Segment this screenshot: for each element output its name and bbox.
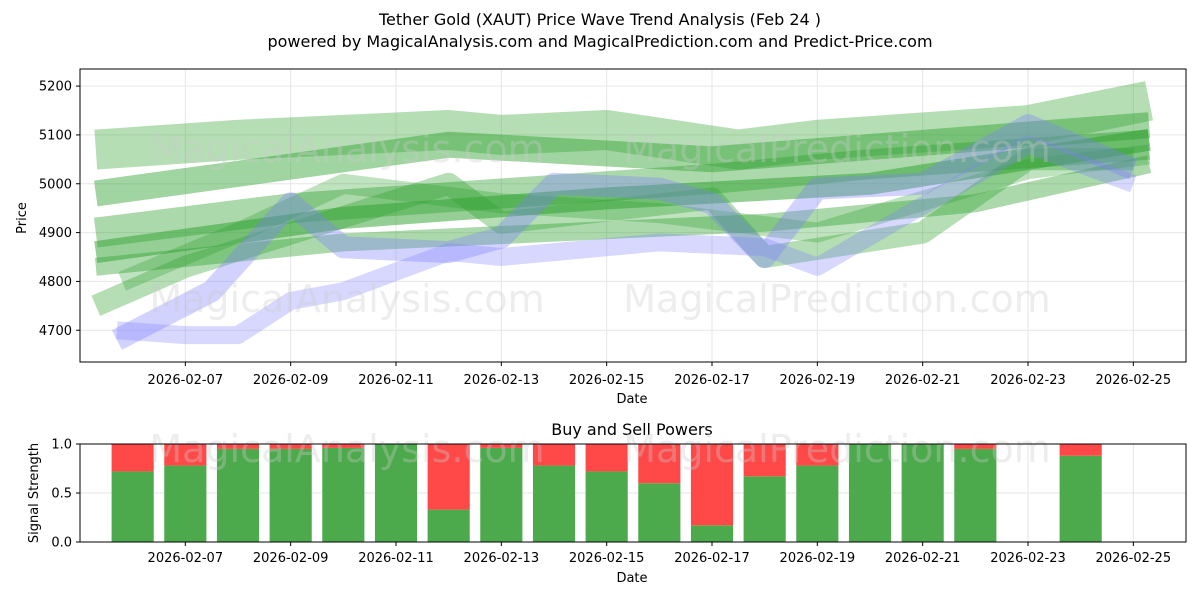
price-x-ticks: 2026-02-07 2026-02-09 2026-02-11 2026-02-13… — [148, 362, 1172, 388]
price-chart: MagicalAnalysis.com MagicalPrediction.co… — [15, 69, 1186, 407]
y-tick-label: 0.0 — [51, 536, 72, 551]
y-tick-label: 5100 — [39, 128, 72, 143]
signal-x-ticks: 2026-02-07 2026-02-09 2026-02-11 2026-02-13… — [148, 542, 1172, 566]
buy-bar — [796, 466, 838, 542]
x-tick-label: 2026-02-13 — [464, 373, 540, 388]
x-tick-label: 2026-02-25 — [1096, 551, 1172, 566]
y-tick-label: 0.5 — [51, 487, 72, 502]
x-tick-label: 2026-02-13 — [464, 551, 540, 566]
price-y-ticks: 4700 4800 4900 5000 5100 5200 — [39, 80, 80, 339]
x-tick-label: 2026-02-21 — [885, 551, 961, 566]
x-tick-label: 2026-02-23 — [990, 373, 1066, 388]
buy-bar — [586, 471, 628, 542]
signal-y-axis-label: Signal Strength — [27, 443, 42, 543]
x-tick-label: 2026-02-09 — [253, 373, 329, 388]
signal-x-axis-label: Date — [616, 571, 647, 586]
x-tick-label: 2026-02-17 — [674, 551, 750, 566]
sell-bar — [112, 444, 154, 471]
buy-bar — [112, 471, 154, 542]
figure-subtitle: powered by MagicalAnalysis.com and Magic… — [267, 32, 932, 51]
x-tick-label: 2026-02-07 — [148, 373, 224, 388]
signal-y-ticks: 0.0 0.5 1.0 — [51, 438, 80, 551]
watermark: MagicalAnalysis.com — [149, 427, 544, 471]
watermark: MagicalPrediction.com — [623, 427, 1051, 471]
buy-bar — [744, 476, 786, 542]
y-tick-label: 4900 — [39, 226, 72, 241]
x-tick-label: 2026-02-11 — [358, 373, 434, 388]
sell-bar — [586, 444, 628, 471]
watermark: MagicalAnalysis.com — [149, 127, 544, 171]
watermark: MagicalPrediction.com — [623, 127, 1051, 171]
x-tick-label: 2026-02-15 — [569, 373, 645, 388]
buy-bar — [428, 510, 470, 542]
price-y-axis-label: Price — [15, 202, 30, 234]
figure-title: Tether Gold (XAUT) Price Wave Trend Anal… — [378, 10, 821, 29]
x-tick-label: 2026-02-21 — [885, 373, 961, 388]
buy-bar — [164, 466, 206, 542]
chart-figure: Tether Gold (XAUT) Price Wave Trend Anal… — [0, 0, 1200, 600]
x-tick-label: 2026-02-07 — [148, 551, 224, 566]
watermark: MagicalPrediction.com — [623, 277, 1051, 321]
y-tick-label: 4700 — [39, 324, 72, 339]
buy-bar — [691, 525, 733, 542]
price-x-axis-label: Date — [616, 392, 647, 407]
signal-chart: Buy and Sell Powers MagicalAnalysis.com … — [27, 420, 1186, 586]
y-tick-label: 5000 — [39, 177, 72, 192]
x-tick-label: 2026-02-17 — [674, 373, 750, 388]
y-tick-label: 1.0 — [51, 438, 72, 453]
y-tick-label: 4800 — [39, 275, 72, 290]
x-tick-label: 2026-02-15 — [569, 551, 645, 566]
buy-bar — [533, 466, 575, 542]
x-tick-label: 2026-02-11 — [358, 551, 434, 566]
x-tick-label: 2026-02-19 — [780, 551, 856, 566]
buy-bar — [638, 483, 680, 542]
buy-bar — [1060, 456, 1102, 542]
x-tick-label: 2026-02-09 — [253, 551, 329, 566]
x-tick-label: 2026-02-25 — [1096, 373, 1172, 388]
x-tick-label: 2026-02-23 — [990, 551, 1066, 566]
x-tick-label: 2026-02-19 — [780, 373, 856, 388]
y-tick-label: 5200 — [39, 80, 72, 95]
sell-bar — [1060, 444, 1102, 456]
watermark: MagicalAnalysis.com — [149, 277, 544, 321]
